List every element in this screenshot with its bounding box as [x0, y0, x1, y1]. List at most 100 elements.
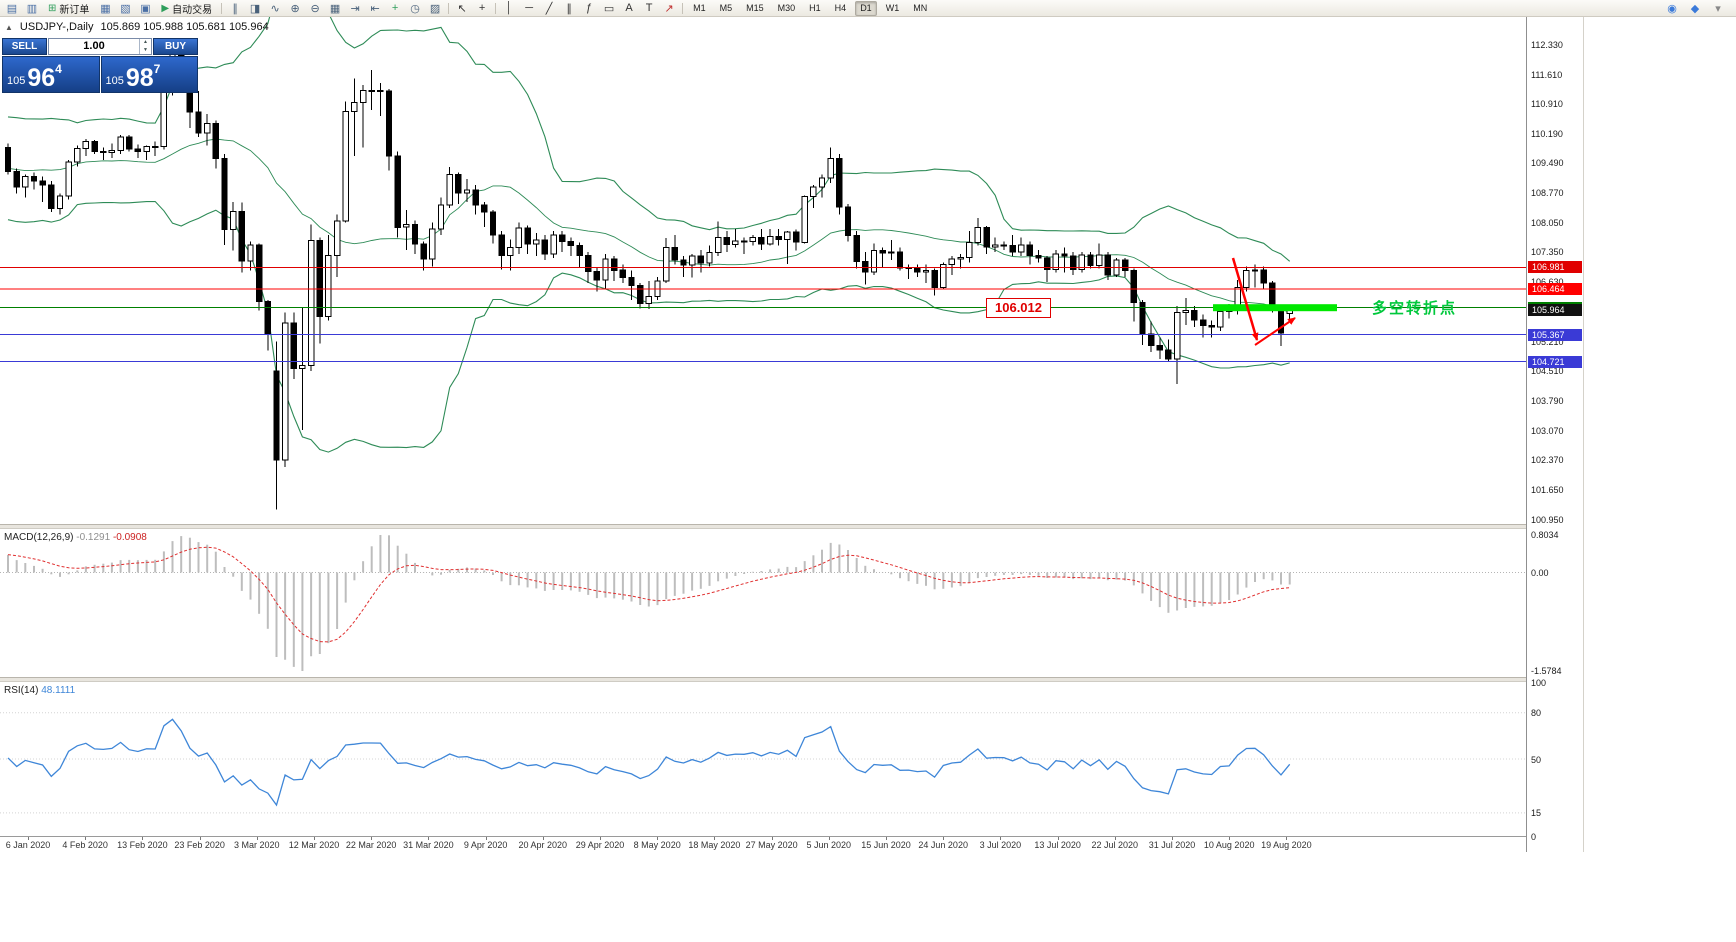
pane-separator[interactable] [0, 524, 1583, 529]
templates-icon[interactable]: ▨ [429, 2, 441, 15]
timeframe-m15[interactable]: M15 [746, 2, 764, 13]
candlestick-chart-icon[interactable]: ◨ [249, 2, 261, 15]
bid-price-box[interactable]: 105 96 4 [2, 56, 100, 93]
time-axis[interactable]: 6 Jan 2020 4 Feb 2020 13 Feb 2020 23 Feb 20… [0, 836, 1583, 852]
timeframe-mn[interactable]: MN [913, 2, 928, 13]
line-chart-icon[interactable]: ∿ [270, 2, 280, 15]
candle-body [593, 271, 601, 281]
candle-body [359, 89, 367, 103]
crosshair-icon[interactable]: + [478, 2, 486, 14]
price-callout-106012[interactable]: 106.012 [986, 297, 1051, 318]
main-toolbar: ▤ ▥ ⊞ 新订单 ▦ ▧ ▣ ▶ 自动交易 ∥ ◨ ∿ ⊕ ⊖ ▦ ⇥ ⇤ + ◷ ▨ ↖ + │ ─ ╱ ∥ ƒ ▭ A T ↗ M1 M5… [0, 0, 1736, 17]
macd-signal-value: -0.0908 [112, 532, 147, 543]
shapes-icon[interactable]: ▭ [603, 2, 615, 15]
toolbar-separator [495, 2, 497, 14]
price-chart-pane[interactable] [0, 16, 1526, 524]
date-tick [600, 837, 601, 840]
timeframe-w1[interactable]: W1 [885, 2, 900, 13]
candle-body [195, 111, 202, 134]
one-click-toggle-icon[interactable]: ▲ [5, 22, 13, 32]
date-label: 18 May 2020 [688, 840, 741, 850]
drawn-arrow[interactable] [1231, 257, 1259, 341]
volume-value[interactable]: 1.00 [83, 40, 105, 52]
community-icon[interactable]: ◉ [1667, 2, 1677, 15]
ask-price-box[interactable]: 105 98 7 [100, 56, 198, 93]
candle-body [810, 186, 817, 197]
candle-body [585, 255, 592, 273]
timeframe-h1[interactable]: H1 [809, 2, 821, 13]
chart-window[interactable]: ▲ USDJPY-,Daily 105.869 105.988 105.681 … [0, 16, 1584, 852]
equidistant-channel-icon[interactable]: ∥ [566, 2, 572, 15]
pane-separator[interactable] [0, 677, 1583, 682]
candle-body [1260, 269, 1267, 284]
candle-body [1061, 253, 1068, 257]
candle-body [489, 211, 497, 236]
macd-main-value: -0.1291 [76, 532, 111, 543]
timeframe-m1[interactable]: M1 [693, 2, 706, 13]
volume-input[interactable]: 1.00 ▲ ▼ [48, 38, 152, 55]
candle-body [1156, 344, 1163, 351]
timeframe-h4[interactable]: H4 [834, 2, 847, 13]
rsi-name: RSI(14) [4, 685, 39, 696]
arrows-icon[interactable]: ↗ [664, 2, 674, 15]
timeframe-d1[interactable]: D1 [855, 0, 877, 16]
chart-shift-icon[interactable]: ⇤ [370, 2, 380, 15]
chart-profiles-icon[interactable]: ▥ [26, 2, 38, 15]
candle-body [602, 258, 609, 281]
vertical-line-icon[interactable]: │ [505, 2, 513, 14]
candle-body [247, 244, 254, 262]
new-chart-icon[interactable]: ▤ [6, 2, 18, 15]
alerts-icon[interactable]: ◆ [1690, 2, 1700, 15]
date-tick [142, 837, 144, 840]
macd-scale-max: 0.8034 [1531, 530, 1559, 540]
buy-button[interactable]: BUY [153, 38, 198, 55]
candle-body [74, 147, 81, 163]
periods-icon[interactable]: ◷ [410, 2, 420, 15]
candle-body [628, 276, 635, 287]
date-label: 9 Apr 2020 [463, 840, 508, 850]
indicators-icon[interactable]: + [391, 2, 399, 14]
sell-button[interactable]: SELL [2, 38, 47, 55]
macd-pane[interactable] [0, 529, 1526, 677]
volume-stepper[interactable]: ▲ ▼ [139, 39, 151, 54]
price-axis[interactable]: 112.330 111.610 110.910 110.190 109.490 108.7… [1526, 16, 1583, 852]
rsi-pane[interactable] [0, 682, 1526, 836]
candle-body [342, 111, 349, 222]
date-tick [886, 837, 887, 840]
text-label-icon[interactable]: T [645, 2, 653, 14]
candle-body [325, 255, 332, 318]
horizontal-line-icon[interactable]: ─ [525, 2, 533, 14]
toolbar-options-icon[interactable]: ▾ [1715, 2, 1721, 15]
horizontal-price-lines[interactable] [0, 266, 1526, 363]
drawn-arrow[interactable] [1254, 317, 1296, 346]
timeframe-m5[interactable]: M5 [719, 2, 733, 13]
trendline-icon[interactable]: ╱ [545, 2, 553, 15]
date-label: 13 Jul 2020 [1034, 840, 1081, 850]
turning-point-highlight-bar[interactable] [1213, 304, 1337, 312]
navigator-icon[interactable]: ▧ [120, 2, 131, 15]
cursor-icon[interactable]: ↖ [457, 2, 467, 15]
auto-scroll-icon[interactable]: ⇥ [350, 2, 360, 15]
candle-body [853, 235, 860, 263]
terminal-icon[interactable]: ▣ [140, 2, 151, 15]
text-icon[interactable]: A [625, 2, 633, 14]
tile-windows-icon[interactable]: ▦ [329, 2, 341, 15]
candle-body [281, 322, 289, 461]
zoom-out-icon[interactable]: ⊖ [310, 2, 320, 15]
market-watch-icon[interactable]: ▦ [100, 2, 111, 15]
candle-body [844, 206, 852, 237]
bar-chart-icon[interactable]: ∥ [232, 2, 238, 15]
fibonacci-icon[interactable]: ƒ [586, 2, 593, 14]
turning-point-note[interactable]: 多空转折点 [1372, 299, 1458, 317]
candle-body [515, 227, 523, 249]
volume-down-icon[interactable]: ▼ [143, 46, 148, 53]
candle-body [13, 170, 20, 188]
candle-body [922, 270, 930, 273]
candle-body [940, 263, 947, 288]
auto-trading-button[interactable]: ▶ 自动交易 [156, 1, 217, 16]
volume-up-icon[interactable]: ▲ [143, 39, 148, 45]
ask-pip-digit: 7 [153, 62, 161, 76]
new-order-button[interactable]: ⊞ 新订单 [43, 1, 94, 16]
timeframe-m30[interactable]: M30 [777, 2, 796, 13]
zoom-in-icon[interactable]: ⊕ [290, 2, 300, 15]
